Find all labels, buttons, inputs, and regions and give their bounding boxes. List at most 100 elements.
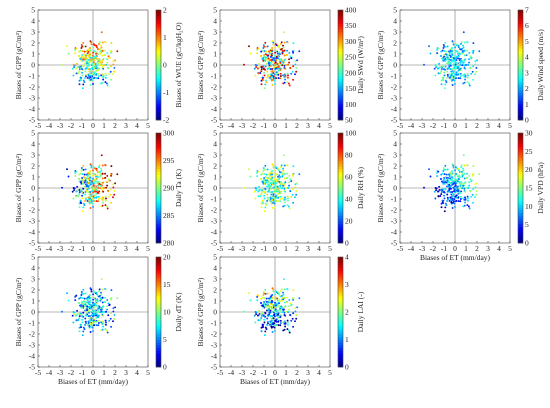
scatter-point	[98, 166, 100, 168]
colorbar-segment	[338, 166, 343, 170]
colorbar-segment	[156, 95, 161, 99]
scatter-point	[74, 314, 77, 317]
scatter-point	[451, 58, 454, 61]
scatter-point	[266, 76, 269, 79]
colorbar-tick-label: 20	[163, 253, 171, 262]
scatter-point	[292, 42, 295, 45]
y-tick-label: 0	[213, 184, 217, 193]
scatter-point	[444, 187, 447, 190]
scatter-point	[274, 72, 277, 75]
scatter-point	[272, 56, 275, 59]
colorbar-segment	[338, 65, 343, 69]
scatter-point	[61, 186, 63, 189]
scatter-point	[450, 70, 453, 73]
scatter-point	[461, 64, 464, 67]
scatter-point	[98, 288, 101, 291]
colorbar-segment	[156, 34, 161, 38]
y-tick-label: -5	[29, 116, 35, 125]
y-tick-label: -3	[211, 341, 217, 350]
scatter-point	[61, 310, 63, 313]
colorbar-segment	[518, 174, 523, 178]
colorbar-segment	[156, 328, 161, 332]
scatter-point	[467, 205, 470, 208]
x-tick-label: -2	[250, 244, 256, 253]
scatter-point	[282, 197, 285, 200]
scatter-point	[443, 68, 446, 71]
scatter-point	[260, 79, 263, 82]
scatter-point	[100, 329, 103, 332]
colorbar-segment	[156, 141, 161, 145]
scatter-point	[97, 192, 100, 195]
scatter-point	[92, 186, 95, 189]
scatter-point	[438, 65, 441, 68]
scatter-point	[106, 174, 109, 177]
scatter-point	[89, 191, 92, 193]
scatter-point	[75, 319, 78, 322]
scatter-point	[468, 58, 471, 61]
scatter-point	[105, 321, 107, 324]
scatter-point	[278, 178, 281, 181]
x-tick-label: 4	[317, 244, 321, 253]
scatter-point	[89, 287, 92, 290]
colorbar-segment	[156, 100, 161, 104]
scatter-point	[291, 50, 294, 53]
colorbar-segment	[518, 232, 523, 236]
scatter-point	[474, 60, 477, 63]
scatter-point	[446, 193, 449, 196]
colorbar-segment	[156, 276, 161, 280]
x-tick-label: 3	[486, 121, 490, 130]
scatter-point	[90, 317, 93, 320]
scatter-point	[261, 49, 264, 52]
scatter-point	[443, 177, 446, 179]
scatter-point	[475, 189, 478, 192]
scatter-point	[100, 306, 103, 309]
scatter-point	[262, 312, 265, 315]
scatter-point	[277, 69, 280, 72]
scatter-point	[83, 81, 86, 84]
scatter-point	[468, 181, 471, 184]
x-tick-label: 0	[273, 121, 277, 130]
colorbar-segment	[156, 45, 161, 49]
scatter-point	[86, 185, 88, 188]
scatter-point	[454, 59, 456, 62]
scatter-point	[472, 165, 475, 168]
scatter-point	[436, 67, 439, 70]
scatter-point	[463, 177, 466, 180]
scatter-point	[266, 168, 269, 171]
scatter-point	[275, 172, 278, 175]
y-tick-label: 2	[213, 286, 217, 295]
scatter-point	[279, 300, 281, 303]
scatter-point	[86, 299, 89, 302]
scatter-point	[95, 200, 98, 203]
scatter-point	[89, 76, 92, 79]
scatter-point	[92, 184, 95, 187]
y-tick-label: -1	[29, 195, 35, 204]
x-tick-label: -5	[35, 121, 41, 130]
scatter-point	[469, 55, 472, 58]
scatter-point	[269, 297, 272, 300]
scatter-point	[92, 46, 95, 49]
scatter-point	[67, 52, 70, 55]
x-tick-label: 2	[295, 121, 299, 130]
scatter-point	[78, 315, 81, 318]
scatter-point	[476, 59, 479, 62]
scatter-point	[74, 171, 77, 174]
scatter-point	[459, 200, 462, 203]
colorbar-segment	[338, 177, 343, 181]
colorbar-segment	[156, 18, 161, 22]
scatter-point	[82, 64, 85, 67]
colorbar-segment	[338, 356, 343, 360]
colorbar-segment	[338, 320, 343, 324]
colorbar-segment	[518, 51, 523, 55]
scatter-point	[100, 46, 103, 49]
scatter-point	[449, 182, 452, 185]
y-tick-label: 4	[393, 17, 397, 26]
scatter-point	[86, 52, 89, 55]
scatter-point	[283, 172, 286, 175]
scatter-point	[77, 302, 80, 304]
colorbar-segment	[518, 204, 523, 208]
scatter-point	[92, 59, 94, 62]
scatter-point	[100, 321, 103, 324]
scatter-point	[429, 52, 432, 55]
